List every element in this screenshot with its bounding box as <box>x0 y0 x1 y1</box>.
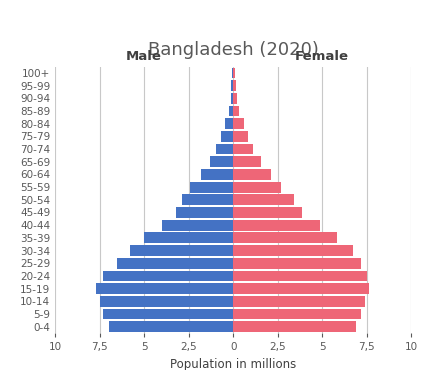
Bar <box>103 270 233 281</box>
Bar <box>233 245 352 256</box>
Bar <box>233 258 361 269</box>
Bar <box>233 144 253 154</box>
Bar <box>117 258 233 269</box>
Bar <box>233 283 368 294</box>
Bar <box>210 157 233 167</box>
Bar <box>221 131 233 142</box>
Bar <box>231 93 233 104</box>
Bar <box>233 169 271 180</box>
Bar <box>233 182 281 192</box>
Bar <box>162 220 233 231</box>
Bar <box>96 283 233 294</box>
Bar <box>233 105 240 117</box>
Bar <box>233 194 294 205</box>
Bar <box>144 232 233 243</box>
Bar <box>232 68 233 78</box>
Bar <box>233 131 248 142</box>
Bar <box>225 118 233 129</box>
Bar <box>201 169 233 180</box>
Bar <box>176 207 233 218</box>
Bar <box>233 118 244 129</box>
Bar <box>232 80 233 91</box>
Bar <box>233 309 361 319</box>
Bar <box>233 207 302 218</box>
Bar <box>233 296 365 307</box>
Bar <box>233 220 320 231</box>
Bar <box>109 321 233 332</box>
Bar <box>190 182 233 192</box>
X-axis label: Population in millions: Population in millions <box>170 357 296 370</box>
Bar <box>233 157 261 167</box>
Bar <box>233 80 236 91</box>
Bar <box>233 270 367 281</box>
Bar <box>233 93 237 104</box>
Bar <box>233 321 356 332</box>
Text: Female: Female <box>295 50 349 63</box>
Title: Bangladesh (2020): Bangladesh (2020) <box>148 41 319 60</box>
Bar <box>130 245 233 256</box>
Bar <box>103 309 233 319</box>
Bar <box>216 144 233 154</box>
Bar <box>100 296 233 307</box>
Bar <box>233 68 235 78</box>
Bar <box>229 105 233 117</box>
Bar <box>181 194 233 205</box>
Text: Male: Male <box>126 50 162 63</box>
Bar <box>233 232 338 243</box>
